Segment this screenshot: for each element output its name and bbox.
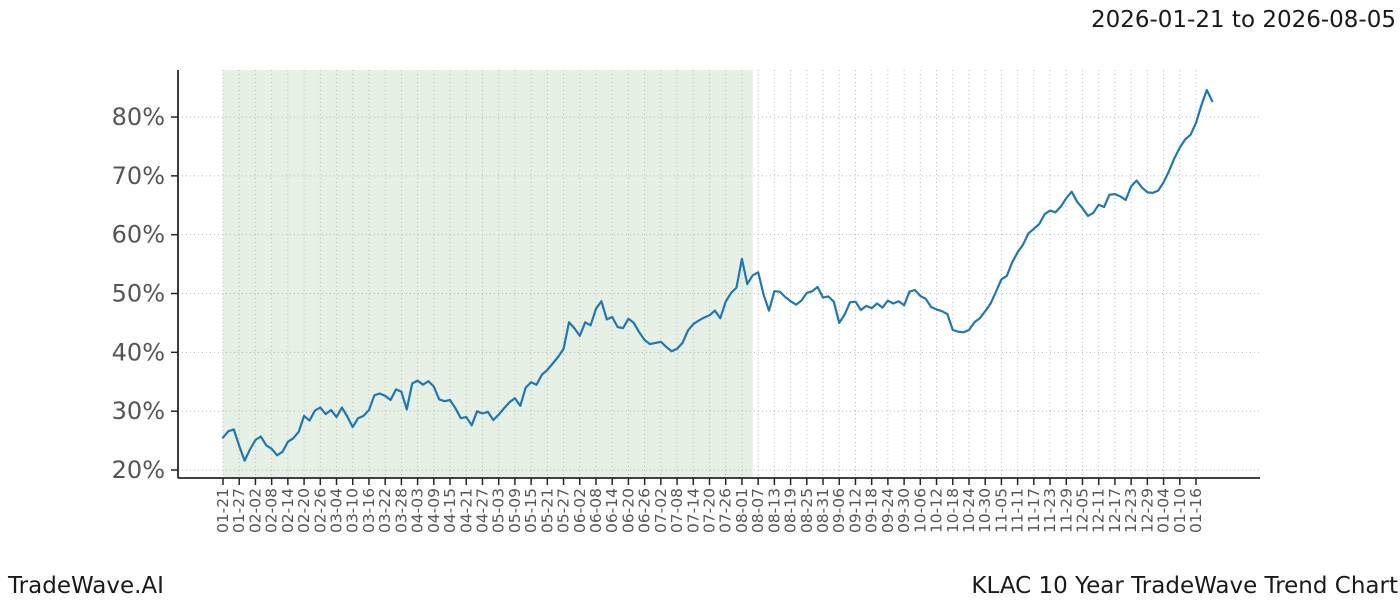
x-tick-label: 01-21 bbox=[214, 488, 232, 533]
x-tick-label: 03-22 bbox=[376, 488, 394, 533]
x-tick-label: 12-05 bbox=[1073, 488, 1091, 533]
x-tick-label: 08-31 bbox=[814, 488, 832, 533]
x-tick-label: 07-14 bbox=[684, 488, 702, 533]
x-tick-label: 09-24 bbox=[879, 488, 897, 533]
y-tick-label: 30% bbox=[112, 397, 165, 425]
x-tick-label: 08-01 bbox=[733, 488, 751, 533]
x-tick-label: 08-19 bbox=[782, 488, 800, 533]
x-tick-label: 09-06 bbox=[830, 488, 848, 533]
date-range-title: 2026-01-21 to 2026-08-05 bbox=[1091, 7, 1396, 33]
x-tick-label: 04-03 bbox=[409, 488, 427, 533]
x-tick-label: 12-29 bbox=[1138, 488, 1156, 533]
x-tick-label: 08-13 bbox=[765, 488, 783, 533]
x-tick-label: 09-30 bbox=[895, 488, 913, 533]
y-tick-label: 80% bbox=[112, 103, 165, 131]
x-tick-label: 05-21 bbox=[538, 488, 556, 533]
x-tick-label: 10-30 bbox=[976, 488, 994, 533]
x-tick-label: 06-20 bbox=[619, 488, 637, 533]
x-tick-label: 06-26 bbox=[636, 488, 654, 533]
chart-title-label: KLAC 10 Year TradeWave Trend Chart bbox=[971, 573, 1398, 599]
x-tick-label: 06-08 bbox=[587, 488, 605, 533]
x-tick-label: 11-05 bbox=[992, 488, 1010, 533]
x-tick-label: 07-08 bbox=[668, 488, 686, 533]
x-tick-label: 07-26 bbox=[717, 488, 735, 533]
x-tick-label: 01-16 bbox=[1187, 488, 1205, 533]
x-tick-label: 08-25 bbox=[798, 488, 816, 533]
x-tick-label: 11-11 bbox=[1009, 488, 1027, 533]
x-tick-label: 01-27 bbox=[230, 488, 248, 533]
x-tick-label: 03-04 bbox=[328, 488, 346, 533]
y-tick-label: 50% bbox=[112, 280, 165, 308]
y-tick-label: 40% bbox=[112, 338, 165, 366]
x-tick-label: 01-04 bbox=[1155, 488, 1173, 533]
x-tick-label: 10-24 bbox=[960, 488, 978, 533]
x-tick-label: 12-23 bbox=[1122, 488, 1140, 533]
x-tick-label: 10-06 bbox=[911, 488, 929, 533]
x-tick-label: 01-10 bbox=[1171, 488, 1189, 533]
axis-spines bbox=[177, 70, 1260, 479]
x-tick-label: 02-20 bbox=[295, 488, 313, 533]
highlight-region bbox=[223, 70, 753, 478]
x-tick-label: 02-26 bbox=[311, 488, 329, 533]
x-tick-label: 06-14 bbox=[603, 488, 621, 533]
x-tick-label: 04-09 bbox=[425, 488, 443, 533]
x-tick-label: 06-02 bbox=[571, 488, 589, 533]
x-axis-labels: 01-2101-2702-0202-0802-1402-2002-2603-04… bbox=[214, 488, 1205, 533]
x-tick-label: 02-08 bbox=[263, 488, 281, 533]
x-tick-label: 04-15 bbox=[441, 488, 459, 533]
x-tick-label: 02-14 bbox=[279, 488, 297, 533]
x-tick-label: 11-17 bbox=[1025, 488, 1043, 533]
x-tick-label: 03-16 bbox=[360, 488, 378, 533]
x-tick-label: 05-15 bbox=[522, 488, 540, 533]
x-tick-label: 09-12 bbox=[846, 488, 864, 533]
x-tick-label: 03-10 bbox=[344, 488, 362, 533]
x-tick-label: 04-21 bbox=[457, 488, 475, 533]
y-axis-labels: 20% 30% 40% 50% 60% 70% 80% bbox=[112, 103, 165, 484]
x-tick-label: 11-29 bbox=[1057, 488, 1075, 533]
x-tick-label: 11-23 bbox=[1041, 488, 1059, 533]
x-tick-label: 08-07 bbox=[749, 488, 767, 533]
x-tick-label: 09-18 bbox=[863, 488, 881, 533]
x-tick-label: 10-18 bbox=[944, 488, 962, 533]
x-tick-label: 10-12 bbox=[928, 488, 946, 533]
y-tick-label: 60% bbox=[112, 221, 165, 249]
x-tick-label: 05-09 bbox=[506, 488, 524, 533]
x-tick-label: 07-20 bbox=[701, 488, 719, 533]
brand-label: TradeWave.AI bbox=[7, 573, 164, 599]
x-tick-label: 03-28 bbox=[392, 488, 410, 533]
x-tick-label: 02-02 bbox=[246, 488, 264, 533]
tick-marks bbox=[171, 116, 1197, 485]
x-tick-label: 05-03 bbox=[490, 488, 508, 533]
x-tick-label: 04-27 bbox=[473, 488, 491, 533]
x-tick-label: 12-11 bbox=[1090, 488, 1108, 533]
x-tick-label: 12-17 bbox=[1106, 488, 1124, 533]
x-tick-label: 07-02 bbox=[652, 488, 670, 533]
trend-line bbox=[221, 88, 1214, 462]
x-tick-label: 05-27 bbox=[555, 488, 573, 533]
gridlines bbox=[178, 70, 1260, 477]
y-tick-label: 70% bbox=[112, 162, 165, 190]
y-tick-label: 20% bbox=[112, 456, 165, 484]
